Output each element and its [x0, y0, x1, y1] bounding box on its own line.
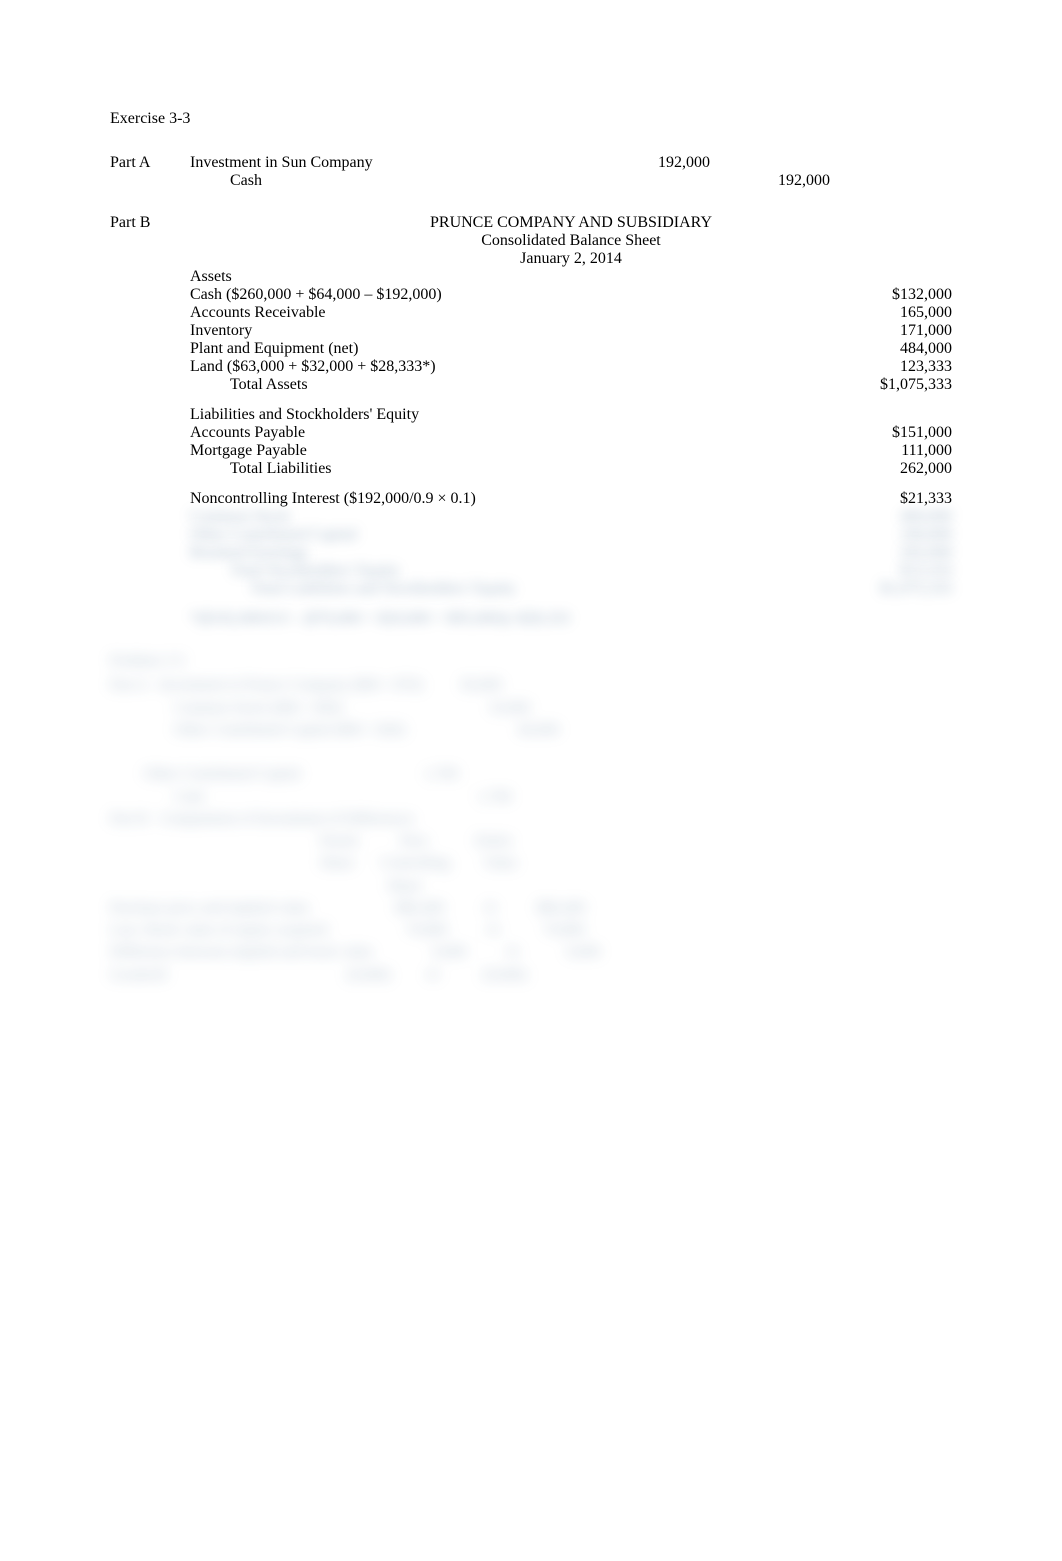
blur-tse-val: 813,333 — [812, 562, 952, 580]
part-a-label: Part A — [110, 154, 190, 172]
inv-desc: Inventory — [190, 322, 812, 340]
tot-liab-desc: Total Liabilities — [190, 460, 812, 478]
exercise-title: Exercise 3-3 — [110, 110, 952, 128]
cash-credit: 192,000 — [710, 172, 830, 190]
blur-hdr2: Share Controlling Value — [110, 853, 517, 873]
empty-debit — [590, 172, 710, 190]
blur-occ-val: 100,000 — [812, 526, 952, 544]
blur-l1: Purchase price and implied value $86,400… — [110, 898, 585, 918]
invest-debit: 192,000 — [590, 154, 710, 172]
liab-eq-heading: Liabilities and Stockholders' Equity — [190, 406, 952, 424]
blur-pa-5: Other Contributed Capital 1,700 — [110, 764, 458, 784]
tot-liab-val: 262,000 — [812, 460, 952, 478]
sheet-date: January 2, 2014 — [190, 250, 952, 268]
blur-l3: Difference between implied and book valu… — [110, 942, 600, 962]
blur-l4: Goodwill (9,600) -0- (9,600) — [110, 965, 527, 985]
ppe-val: 484,000 — [812, 340, 952, 358]
invest-desc: Investment in Sun Company — [190, 154, 590, 172]
nci-val: $21,333 — [812, 490, 952, 508]
cash-line-val: $132,000 — [812, 286, 952, 304]
nci-desc: Noncontrolling Interest ($192,000/0.9 × … — [190, 490, 812, 508]
blur-l2: Less: Book value of equity acquired 76,8… — [110, 920, 585, 940]
ap-val: $151,000 — [812, 424, 952, 442]
blur-pa-3: Other Contributed Capital (800 × $20) 40… — [110, 720, 559, 740]
blur-re-val: 292,000 — [812, 544, 952, 562]
blur-pa-4 — [110, 742, 114, 762]
ar-desc: Accounts Receivable — [190, 304, 812, 322]
empty-credit — [710, 154, 830, 172]
blur-problem-title: Problem 3-5 — [110, 651, 185, 671]
ar-val: 165,000 — [812, 304, 952, 322]
blur-footnote: *($192,000/0.9 – ($70,000 + $20,000 + $9… — [190, 610, 952, 628]
assets-heading: Assets — [190, 268, 952, 286]
mort-val: 111,000 — [812, 442, 952, 460]
blur-hdr: Parent Non- Entire — [110, 831, 512, 851]
company-header: PRUNCE COMPANY AND SUBSIDIARY — [190, 214, 952, 232]
blur-pa-1: Part A Investment in Prunce Company (800… — [110, 675, 501, 695]
total-assets-desc: Total Assets — [190, 376, 812, 394]
blur-cs-desc: Common Stock — [190, 508, 812, 526]
ap-desc: Accounts Payable — [190, 424, 812, 442]
total-assets-val: $1,075,333 — [812, 376, 952, 394]
part-b-label: Part B — [110, 214, 190, 232]
blur-pa-6: Cash 1,700 — [110, 787, 511, 807]
blur-tlse-desc: Total Liabilities and Stockholders' Equi… — [190, 580, 812, 598]
blur-occ-desc: Other Contributed Capital — [190, 526, 812, 544]
blur-hdr3: Share — [110, 876, 422, 896]
ppe-desc: Plant and Equipment (net) — [190, 340, 812, 358]
sheet-title: Consolidated Balance Sheet — [190, 232, 952, 250]
cash-line-desc: Cash ($260,000 + $64,000 – $192,000) — [190, 286, 812, 304]
land-val: 123,333 — [812, 358, 952, 376]
blur-re-desc: Retained Earnings — [190, 544, 812, 562]
blur-cs-val: 400,000 — [812, 508, 952, 526]
blur-pa-2: Common Stock (800 × $50) 16,000 — [110, 698, 530, 718]
blur-tlse-val: $1,075,333 — [812, 580, 952, 598]
land-desc: Land ($63,000 + $32,000 + $28,333*) — [190, 358, 812, 376]
blurred-lower-section: Problem 3-5 Part A Investment in Prunce … — [110, 650, 952, 986]
inv-val: 171,000 — [812, 322, 952, 340]
blur-pb: Part B Computation of Investment of Diff… — [110, 809, 414, 829]
cash-desc: Cash — [190, 172, 590, 190]
mort-desc: Mortgage Payable — [190, 442, 812, 460]
blur-tse-desc: Total Stockholders' Equity — [190, 562, 812, 580]
